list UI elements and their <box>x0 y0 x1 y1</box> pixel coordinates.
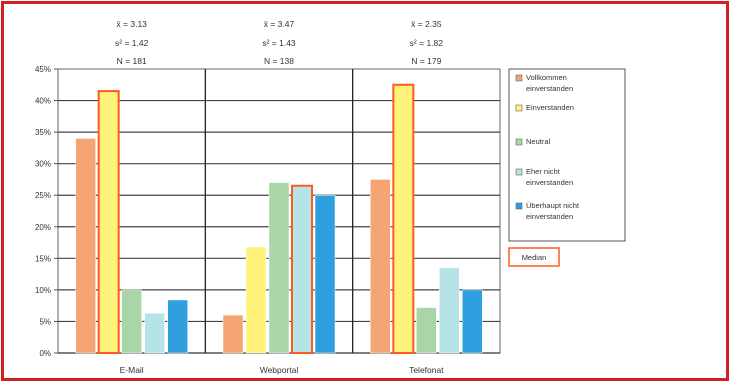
y-tick-label: 5% <box>39 317 51 326</box>
stat-n: N = 138 <box>264 56 294 66</box>
median-key <box>508 247 560 267</box>
legend-label: einverstanden <box>526 178 573 187</box>
legend-label: einverstanden <box>526 212 573 221</box>
y-tick-label: 20% <box>35 223 51 232</box>
bar <box>75 138 96 354</box>
x-tick-label: Telefonat <box>409 365 444 375</box>
bar <box>268 182 290 354</box>
bar <box>245 246 267 354</box>
legend-label: Eher nicht <box>526 167 561 176</box>
x-tick-label: E-Mail <box>120 365 144 375</box>
stat-mean: x̄ = 3.47 <box>264 19 295 29</box>
bar <box>462 289 483 354</box>
y-tick-label: 0% <box>39 349 51 358</box>
bar <box>121 289 142 354</box>
stat-mean: x̄ = 3.13 <box>116 19 147 29</box>
median-bar <box>97 90 120 354</box>
stat-variance: s² = 1.82 <box>410 38 444 48</box>
legend <box>508 68 626 242</box>
bar <box>144 312 165 354</box>
stat-n: N = 181 <box>117 56 147 66</box>
stat-variance: s² = 1.42 <box>115 38 149 48</box>
y-tick-label: 35% <box>35 128 51 137</box>
legend-swatch <box>515 138 523 146</box>
legend-label: Neutral <box>526 137 551 146</box>
bar <box>222 314 244 354</box>
legend-swatch <box>515 202 523 210</box>
bar <box>439 267 460 354</box>
y-tick-label: 15% <box>35 254 51 263</box>
legend-swatch <box>515 168 523 176</box>
stat-n: N = 179 <box>411 56 441 66</box>
legend-swatch <box>515 104 523 112</box>
bar <box>416 307 437 354</box>
legend-label: einverstanden <box>526 84 573 93</box>
legend-label: Einverstanden <box>526 103 574 112</box>
median-bar <box>291 184 313 354</box>
stat-variance: s² = 1.43 <box>262 38 296 48</box>
y-tick-label: 40% <box>35 97 51 106</box>
median-key-label: Median <box>522 253 547 262</box>
y-tick-label: 45% <box>35 65 51 74</box>
y-tick-label: 25% <box>35 191 51 200</box>
median-bar <box>392 83 415 355</box>
bar <box>370 179 391 354</box>
bar <box>167 299 188 354</box>
y-tick-label: 30% <box>35 160 51 169</box>
legend-swatch <box>515 74 523 82</box>
bar-chart: 0% 5% 10% 15% 20% 25% 30% 35% 40% 45% E-Mail x̄ = 3… <box>35 19 626 375</box>
bar <box>314 194 336 354</box>
y-tick-label: 10% <box>35 286 51 295</box>
stat-mean: x̄ = 2.35 <box>411 19 442 29</box>
x-tick-label: Webportal <box>260 365 299 375</box>
legend-label: Überhaupt nicht <box>526 201 580 210</box>
legend-label: Vollkommen <box>526 73 567 82</box>
